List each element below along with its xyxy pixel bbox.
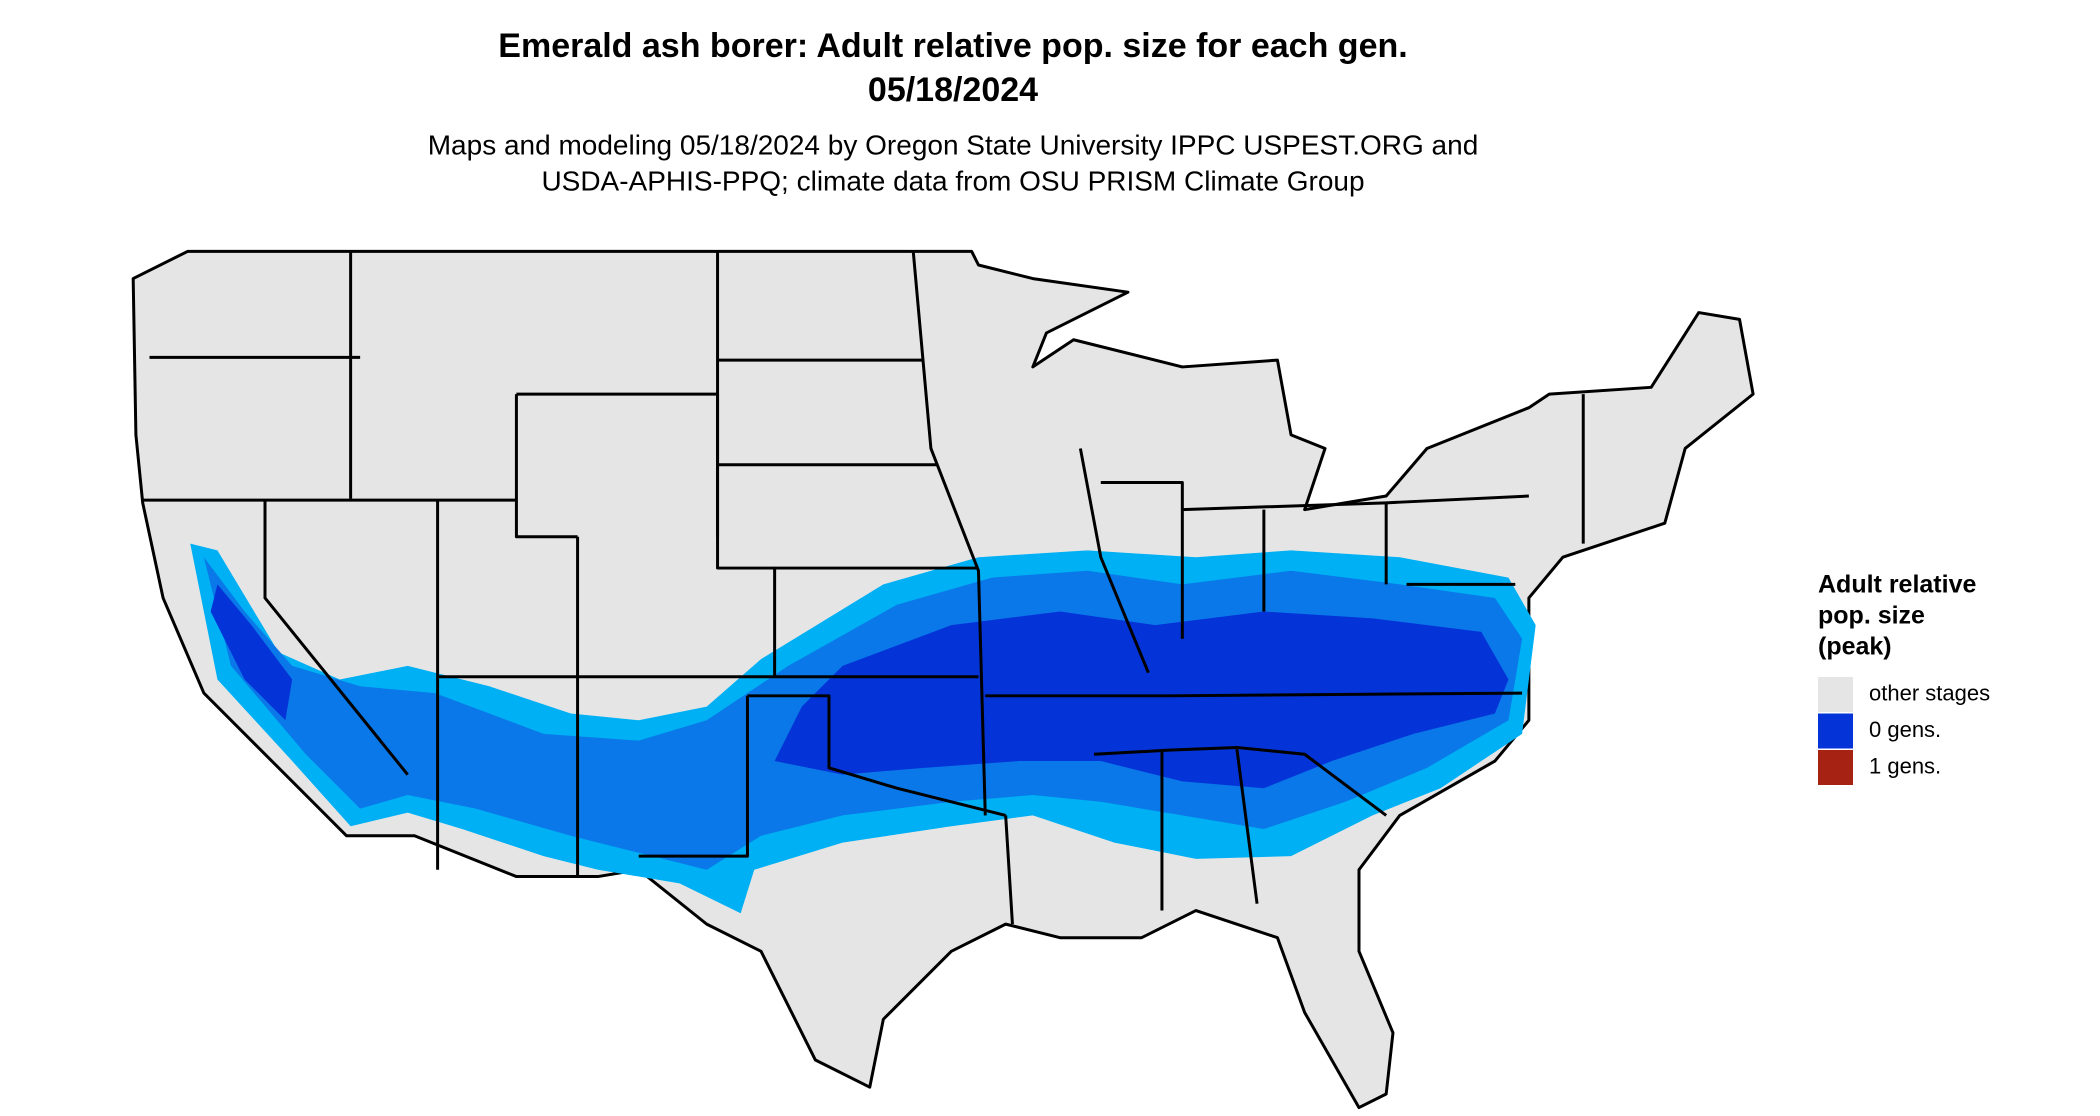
legend-label: 1 gens. bbox=[1869, 753, 1941, 778]
subtitle: Maps and modeling 05/18/2024 by Oregon S… bbox=[428, 129, 1479, 160]
us-map bbox=[131, 249, 1755, 1110]
legend-title: Adult relative bbox=[1818, 571, 1976, 599]
state-borders bbox=[142, 251, 1585, 925]
legend-swatch bbox=[1818, 750, 1853, 785]
legend-title: pop. size bbox=[1818, 602, 1925, 630]
title: Emerald ash borer: Adult relative pop. s… bbox=[498, 27, 1407, 65]
legend-swatch bbox=[1818, 713, 1853, 749]
dark-blue-zone bbox=[210, 584, 1509, 789]
legend-label: other stages bbox=[1869, 680, 1990, 705]
legend-swatch bbox=[1818, 677, 1853, 712]
date: 05/18/2024 bbox=[868, 71, 1038, 109]
legend: other stages 0 gens. 1 gens. bbox=[1818, 677, 1990, 785]
legend-title: (peak) bbox=[1818, 633, 1892, 661]
legend-label: 0 gens. bbox=[1869, 717, 1941, 742]
subtitle: USDA-APHIS-PPQ; climate data from OSU PR… bbox=[541, 165, 1364, 196]
